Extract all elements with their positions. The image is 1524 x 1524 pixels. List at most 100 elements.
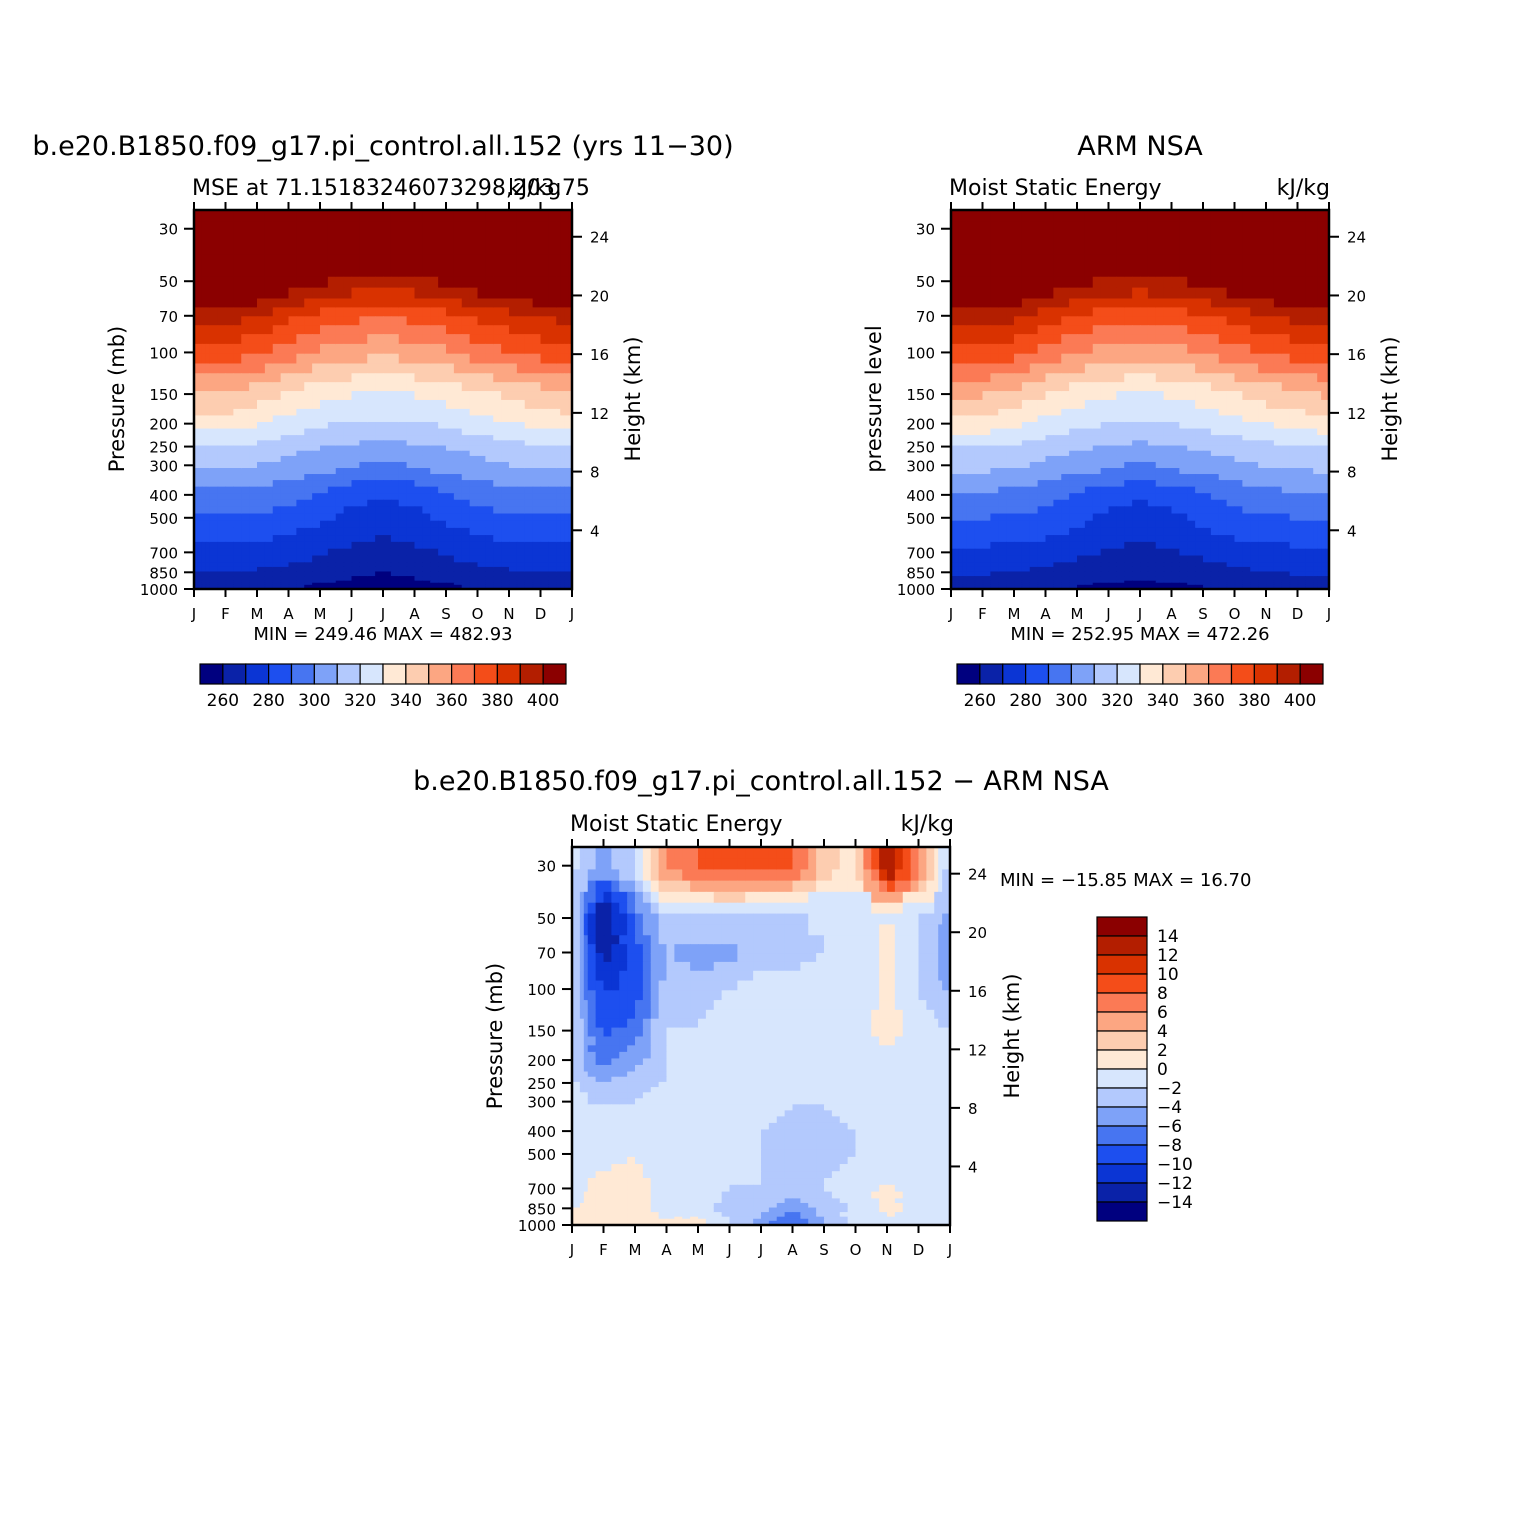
contour-cell (1289, 254, 1299, 267)
contour-cell (560, 287, 565, 300)
contour-cell (1305, 316, 1314, 326)
contour-cell (1179, 408, 1188, 417)
colorbar-swatch (405, 663, 430, 685)
contour-cell (1147, 334, 1157, 345)
contour-cell (1266, 232, 1275, 245)
contour-cell (532, 576, 542, 582)
contour-cell (241, 221, 250, 234)
contour-cell (532, 399, 542, 410)
contour-cell (406, 520, 416, 529)
contour-cell (257, 571, 266, 577)
contour-cell (453, 566, 463, 573)
contour-cell (446, 474, 455, 481)
contour-cell (540, 325, 549, 335)
contour-cell (556, 408, 561, 417)
contour-cell (367, 445, 376, 452)
contour-cell (398, 506, 408, 515)
contour-cell (335, 287, 345, 300)
contour-cell (485, 307, 494, 317)
contour-cell (197, 461, 203, 469)
contour-cell (422, 353, 431, 365)
contour-cell (233, 513, 242, 522)
contour-cell (1069, 428, 1078, 436)
contour-cell (1218, 287, 1228, 300)
contour-cell (257, 421, 266, 430)
contour-cell (509, 450, 518, 457)
contour-cell (564, 343, 569, 355)
contour-cell (1163, 325, 1173, 335)
contour-cell (1140, 435, 1149, 441)
contour-cell (516, 474, 526, 481)
contour-cell (958, 232, 964, 245)
contour-cell (1029, 307, 1039, 317)
contour-cell (205, 428, 211, 436)
contour-cell (335, 566, 345, 573)
contour-cell (233, 440, 242, 447)
contour-cell (1242, 316, 1251, 326)
contour-cell (343, 399, 353, 410)
contour-cell (422, 535, 431, 543)
contour-cell (209, 373, 219, 383)
contour-cell (469, 408, 479, 417)
contour-cell (962, 287, 968, 300)
contour-cell (375, 307, 384, 317)
contour-cell (335, 363, 345, 374)
contour-cell (201, 468, 207, 475)
contour-cell (351, 408, 360, 417)
contour-cell (1132, 415, 1141, 423)
contour-cell (225, 316, 234, 326)
contour-cell (958, 210, 964, 222)
contour-cell (209, 334, 219, 345)
contour-cell (438, 363, 447, 374)
contour-cell (304, 435, 313, 441)
contour-cell (1297, 468, 1306, 475)
contour-cell (367, 461, 376, 469)
contour-cell (453, 391, 463, 401)
contour-cell (351, 474, 360, 481)
contour-cell (249, 353, 258, 365)
contour-cell (296, 382, 305, 392)
contour-cell (1195, 415, 1204, 423)
contour-cell (1242, 415, 1251, 423)
contour-cell (430, 513, 439, 522)
contour-cell (272, 580, 282, 584)
contour-cell (1100, 363, 1110, 374)
contour-cell (1273, 421, 1283, 430)
contour-cell (453, 287, 463, 300)
contour-cell (430, 298, 439, 308)
contour-cell (1053, 334, 1062, 345)
contour-cell (1187, 316, 1196, 326)
contour-cell (217, 468, 227, 475)
contour-cell (958, 373, 964, 383)
contour-cell (1317, 474, 1322, 481)
contour-cell (280, 513, 290, 522)
contour-cell (406, 440, 416, 447)
contour-cell (493, 307, 502, 317)
contour-cell (390, 580, 400, 584)
contour-cell (1234, 298, 1243, 308)
colorbar-swatch (268, 663, 293, 685)
contour-cell (343, 316, 353, 326)
contour-cell (233, 316, 242, 326)
contour-cell (1258, 243, 1267, 256)
contour-cell (320, 399, 329, 410)
contour-cell (1313, 210, 1318, 222)
contour-cell (1171, 334, 1180, 345)
contour-cell (1171, 513, 1180, 522)
contour-cell (540, 535, 549, 543)
contour-cell (954, 399, 960, 410)
contour-cell (453, 499, 463, 507)
contour-cell (1077, 408, 1086, 417)
contour-cell (998, 363, 1007, 374)
contour-cell (1014, 555, 1023, 563)
contour-cell (430, 343, 439, 355)
contour-cell (1266, 221, 1275, 234)
contour-cell (327, 334, 337, 345)
contour-cell (304, 527, 313, 536)
contour-cell (249, 343, 258, 355)
contour-cell (375, 353, 384, 365)
contour-cell (1179, 415, 1188, 423)
contour-cell (516, 221, 526, 234)
contour-cell (422, 445, 431, 452)
contour-cell (205, 325, 211, 335)
